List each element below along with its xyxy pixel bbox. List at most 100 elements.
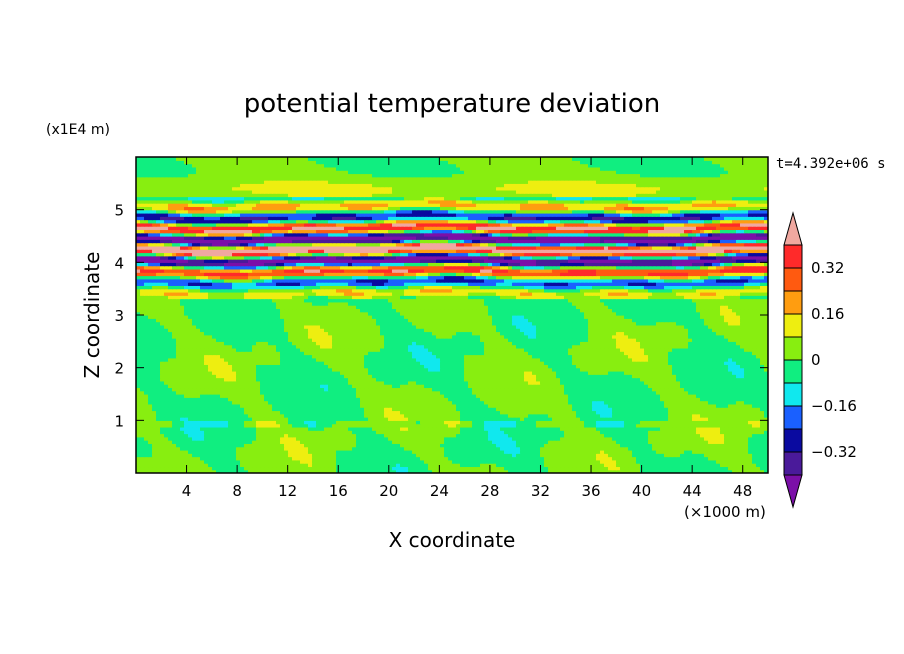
- field-cell: [688, 440, 693, 444]
- field-cell: [644, 469, 649, 473]
- field-cell: [672, 436, 677, 441]
- field-cell: [604, 469, 609, 473]
- field-cell: [468, 420, 473, 425]
- field-cell: [636, 449, 641, 454]
- field-cell: [680, 436, 685, 441]
- field-cell: [352, 433, 357, 438]
- field-cell: [436, 420, 441, 425]
- field-cell: [432, 423, 437, 428]
- field-cell: [568, 430, 573, 435]
- field-cell: [392, 413, 397, 418]
- field-cell: [456, 449, 461, 454]
- field-cell: [172, 456, 177, 461]
- field-cell: [592, 433, 597, 438]
- field-cell: [600, 459, 605, 464]
- field-cell: [236, 426, 241, 431]
- field-cell: [564, 423, 569, 428]
- field-cell: [456, 426, 461, 431]
- field-cell: [676, 430, 681, 435]
- field-cell: [560, 443, 565, 448]
- field-cell: [148, 443, 153, 448]
- field-cell: [176, 420, 181, 425]
- field-cell: [168, 410, 173, 415]
- field-cell: [304, 446, 309, 451]
- field-cell: [420, 443, 425, 448]
- field-cell: [656, 449, 661, 454]
- field-cell: [596, 459, 601, 464]
- field-cell: [276, 430, 281, 435]
- field-cell: [392, 469, 397, 473]
- field-cell: [724, 436, 729, 441]
- field-cell: [644, 410, 649, 415]
- field-cell: [320, 426, 325, 431]
- field-cell: [444, 459, 449, 464]
- field-cell: [612, 413, 617, 418]
- field-cell: [316, 443, 321, 448]
- field-cell: [216, 433, 221, 438]
- field-cell: [308, 440, 313, 444]
- field-cell: [760, 449, 765, 454]
- field-cell: [336, 440, 341, 444]
- field-cell: [172, 426, 177, 431]
- field-cell: [380, 417, 385, 421]
- field-cell: [744, 436, 749, 441]
- field-cell: [492, 456, 497, 461]
- field-cell: [688, 459, 693, 464]
- field-cell: [632, 443, 637, 448]
- field-cell: [676, 440, 681, 444]
- field-cell: [428, 430, 433, 435]
- field-cell: [440, 466, 445, 471]
- field-cell: [712, 433, 717, 438]
- field-cell: [640, 466, 645, 471]
- field-cell: [576, 446, 581, 451]
- field-cell: [508, 436, 513, 441]
- field-cell: [144, 413, 149, 418]
- field-cell: [304, 469, 309, 473]
- field-cell: [748, 417, 753, 421]
- field-cell: [364, 446, 369, 451]
- field-cell: [732, 440, 737, 444]
- field-cell: [712, 459, 717, 464]
- field-cell: [268, 413, 273, 418]
- field-cell: [724, 417, 729, 421]
- field-cell: [172, 440, 177, 444]
- field-cell: [580, 443, 585, 448]
- field-cell: [388, 449, 393, 454]
- field-cell: [292, 417, 297, 421]
- field-cell: [504, 417, 509, 421]
- field-cell: [252, 449, 257, 454]
- field-cell: [224, 410, 229, 415]
- field-cell: [760, 436, 765, 441]
- field-cell: [424, 459, 429, 464]
- field-cell: [472, 453, 477, 458]
- field-cell: [212, 423, 217, 428]
- field-cell: [360, 433, 365, 438]
- field-cell: [364, 413, 369, 418]
- field-cell: [304, 456, 309, 461]
- field-cell: [484, 463, 489, 468]
- field-cell: [676, 410, 681, 415]
- field-cell: [404, 456, 409, 461]
- field-cell: [372, 433, 377, 438]
- field-cell: [720, 420, 725, 425]
- field-cell: [264, 463, 269, 468]
- field-cell: [592, 453, 597, 458]
- field-cell: [328, 440, 333, 444]
- field-cell: [292, 469, 297, 473]
- field-cell: [556, 459, 561, 464]
- field-cell: [576, 420, 581, 425]
- field-cell: [280, 426, 285, 431]
- field-cell: [592, 446, 597, 451]
- field-cell: [308, 413, 313, 418]
- field-cell: [728, 433, 733, 438]
- field-cell: [724, 456, 729, 461]
- field-cell: [176, 426, 181, 431]
- field-cell: [328, 430, 333, 435]
- field-cell: [240, 453, 245, 458]
- field-cell: [192, 433, 197, 438]
- field-cell: [420, 466, 425, 471]
- field-cell: [292, 413, 297, 418]
- field-cell: [648, 459, 653, 464]
- field-cell: [356, 463, 361, 468]
- field-cell: [308, 436, 313, 441]
